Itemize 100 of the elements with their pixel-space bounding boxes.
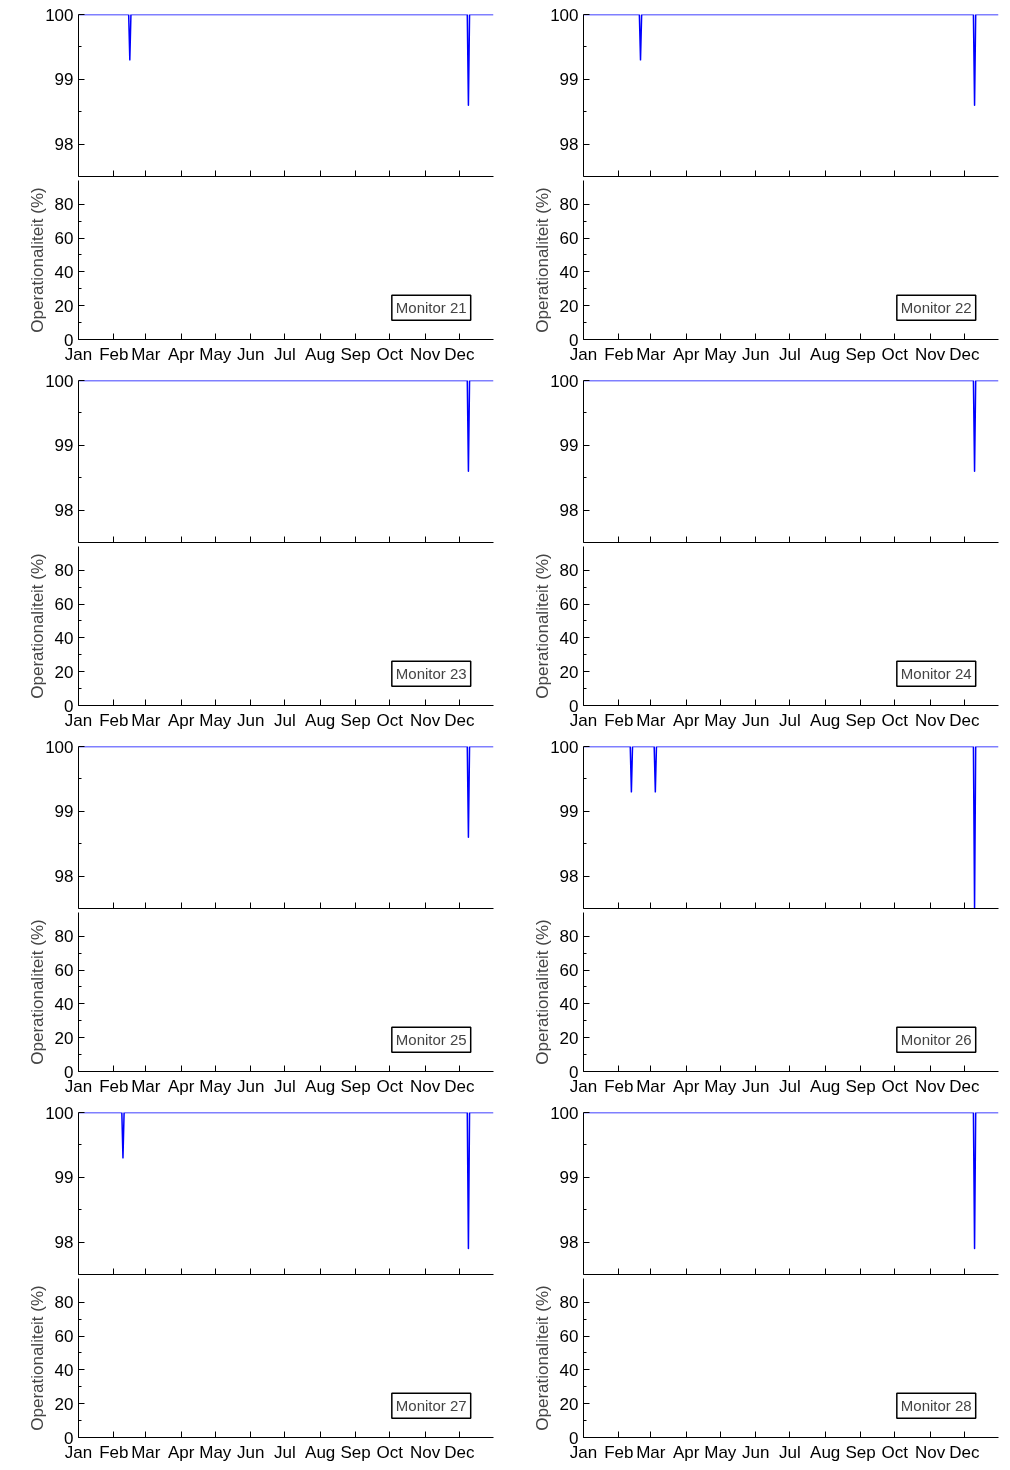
x-tick-label: Dec [444,1076,475,1096]
x-tick-label: Dec [444,710,475,730]
y-tick-label: 20 [559,296,579,316]
x-tick-label: Jul [778,1076,801,1096]
y-axis-title: Operationaliteit (%) [27,1285,47,1431]
x-tick-label: Nov [409,1442,441,1462]
x-tick-label: Sep [340,1076,371,1096]
x-tick-label: Sep [340,710,371,730]
x-tick-label: May [199,344,232,364]
x-tick-label: Mar [131,344,161,364]
x-tick-label: Oct [376,710,404,730]
x-tick-label: Dec [949,1076,980,1096]
annotation: Monitor 23 [395,665,467,683]
x-tick-label: Aug [810,1442,841,1462]
y-tick-label: 20 [559,1394,579,1414]
x-tick-label: Jul [778,344,801,364]
annotation: Monitor 21 [395,299,467,317]
x-tick-label: Jun [236,1076,265,1096]
y-tick-label: 80 [54,1293,74,1313]
y-tick-label: 98 [559,1233,579,1253]
y-tick-label: 80 [559,195,579,215]
y-tick-label: 100 [45,1103,74,1123]
x-tick-label: Mar [131,710,161,730]
y-axis-title: Operationaliteit (%) [532,553,552,699]
y-tick-label: 98 [54,867,74,887]
x-tick-label: Oct [881,344,909,364]
x-tick-label: Nov [409,344,441,364]
y-tick-label: 40 [54,1360,74,1380]
x-tick-label: Jul [273,1076,296,1096]
y-tick-label: 40 [54,994,74,1014]
x-tick-label: May [199,1442,232,1462]
x-tick-label: Aug [810,344,841,364]
y-tick-label: 80 [54,927,74,947]
y-tick-label: 60 [54,961,74,981]
x-tick-label: Jun [236,344,265,364]
y-tick-label: 60 [54,1327,74,1347]
y-tick-label: 40 [559,1360,579,1380]
y-tick-label: 98 [54,501,74,521]
annotation: Monitor 24 [900,665,972,683]
x-tick-label: Feb [604,1076,634,1096]
x-tick-label: Sep [340,344,371,364]
x-tick-label: Aug [305,1442,336,1462]
x-tick-label: Feb [604,1442,634,1462]
y-tick-label: 98 [559,135,579,155]
x-tick-label: May [704,710,737,730]
x-tick-label: Jul [273,710,296,730]
y-tick-label: 20 [54,1028,74,1048]
y-tick-label: 99 [559,1168,579,1188]
y-tick-label: 100 [550,737,579,757]
x-tick-label: Jul [778,1442,801,1462]
y-tick-label: 100 [45,5,74,25]
x-tick-label: May [704,1076,737,1096]
x-tick-label: Jun [741,710,770,730]
x-tick-label: Aug [810,710,841,730]
y-tick-label: 100 [45,371,74,391]
y-axis-title: Operationaliteit (%) [27,187,47,333]
x-tick-label: Sep [845,1442,876,1462]
x-tick-label: Aug [810,1076,841,1096]
y-tick-label: 100 [550,1103,579,1123]
x-tick-label: Aug [305,710,336,730]
x-tick-label: Apr [167,1076,195,1096]
x-tick-label: Apr [167,344,195,364]
y-tick-label: 60 [559,1327,579,1347]
y-tick-label: 80 [559,927,579,947]
annotation: Monitor 26 [900,1031,972,1049]
x-tick-label: Nov [914,344,946,364]
y-tick-label: 100 [550,371,579,391]
y-tick-label: 100 [45,737,74,757]
x-tick-label: Oct [376,344,404,364]
x-tick-label: Feb [604,710,634,730]
x-tick-label: Apr [672,710,700,730]
y-tick-label: 40 [559,262,579,282]
y-axis-title: Operationaliteit (%) [532,1285,552,1431]
x-tick-label: Jul [273,1442,296,1462]
x-tick-label: Apr [672,344,700,364]
x-tick-label: Oct [881,1442,909,1462]
y-tick-label: 40 [54,262,74,282]
x-tick-label: Sep [845,1076,876,1096]
x-tick-label: Sep [845,344,876,364]
x-tick-label: Jun [741,1442,770,1462]
x-tick-label: Mar [636,710,666,730]
y-tick-label: 60 [559,961,579,981]
x-tick-label: Apr [672,1442,700,1462]
y-tick-label: 98 [54,135,74,155]
x-tick-label: Mar [636,1442,666,1462]
y-tick-label: 99 [559,70,579,90]
annotation: Monitor 28 [900,1397,972,1415]
x-tick-label: Feb [99,344,129,364]
y-tick-label: 60 [559,229,579,249]
x-tick-label: Nov [914,1076,946,1096]
x-tick-label: May [199,1076,232,1096]
x-tick-label: May [704,1442,737,1462]
y-tick-label: 40 [559,628,579,648]
y-tick-label: 80 [54,561,74,581]
annotation: Monitor 22 [900,299,972,317]
y-tick-label: 20 [559,1028,579,1048]
y-tick-label: 99 [54,436,74,456]
x-tick-label: Jun [236,1442,265,1462]
y-tick-label: 80 [559,1293,579,1313]
y-tick-label: 20 [54,1394,74,1414]
